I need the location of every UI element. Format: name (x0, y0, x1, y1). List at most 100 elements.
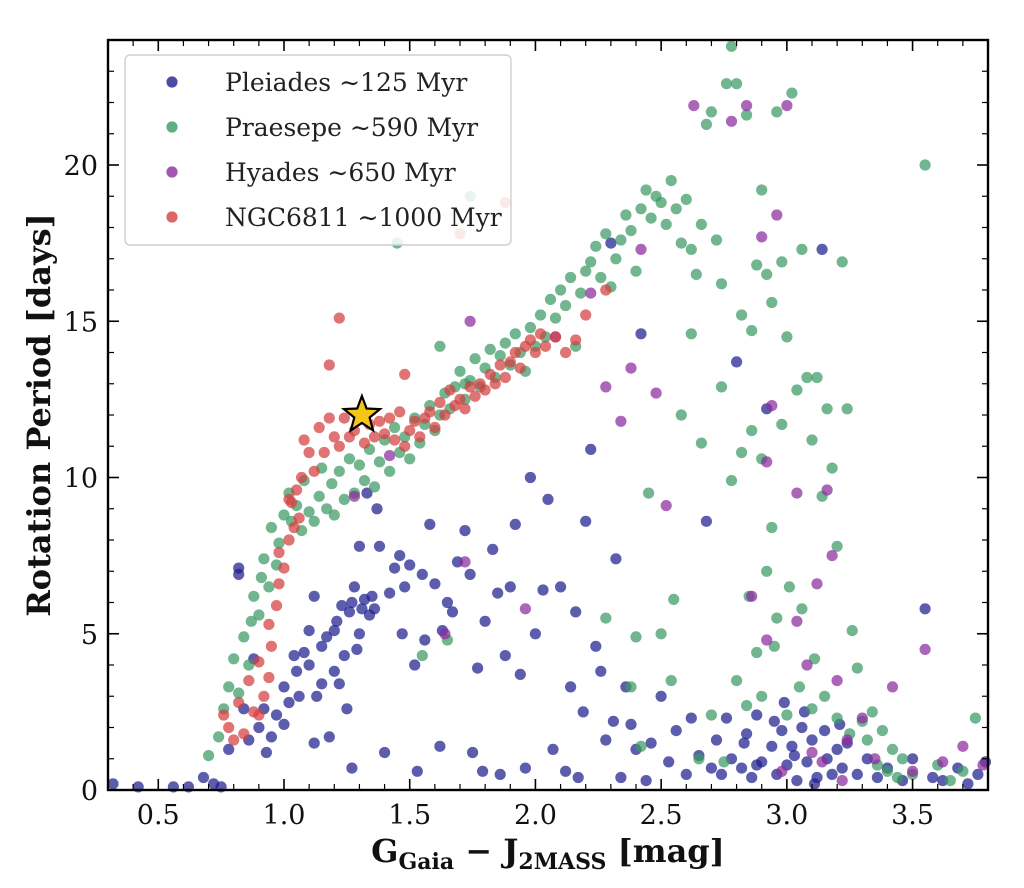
data-point-series-0 (223, 743, 235, 756)
data-point-series-0 (308, 590, 320, 602)
data-point-series-2 (977, 759, 989, 771)
data-point-series-1 (700, 118, 713, 130)
data-point-series-0 (836, 762, 848, 774)
data-point-series-3 (529, 346, 542, 359)
data-point-series-1 (404, 453, 416, 465)
data-point-series-1 (756, 184, 768, 196)
data-point-series-2 (869, 753, 881, 765)
data-point-series-1 (751, 259, 763, 271)
data-point-series-1 (746, 425, 758, 437)
data-point-series-3 (509, 346, 521, 359)
data-point-series-0 (328, 665, 340, 677)
data-point-series-0 (197, 771, 210, 784)
legend-label: Pleiades ∼125 Myr (225, 68, 467, 97)
data-point-series-1 (766, 521, 778, 534)
data-point-series-0 (419, 634, 431, 646)
data-point-series-1 (509, 328, 521, 340)
data-point-series-1 (725, 40, 738, 52)
data-point-series-0 (353, 628, 365, 640)
data-point-series-0 (356, 603, 368, 615)
data-point-series-3 (288, 521, 300, 534)
data-point-series-2 (766, 400, 778, 412)
data-point-series-2 (585, 287, 597, 299)
legend-label: Praesepe ∼590 Myr (225, 113, 478, 142)
data-point-series-3 (373, 415, 386, 427)
data-point-series-2 (741, 100, 753, 112)
data-point-series-2 (439, 628, 451, 640)
data-point-series-1 (665, 675, 677, 687)
data-point-series-2 (826, 550, 838, 562)
data-point-series-0 (705, 762, 718, 774)
data-point-series-1 (751, 646, 763, 659)
data-point-series-0 (570, 606, 582, 618)
data-point-series-0 (645, 737, 657, 749)
data-point-series-1 (690, 268, 702, 280)
data-point-series-0 (265, 731, 277, 743)
data-point-series-2 (811, 578, 823, 590)
data-point-series-1 (670, 203, 682, 215)
data-point-series-1 (610, 253, 622, 265)
data-point-series-1 (213, 731, 225, 743)
data-point-series-2 (856, 712, 868, 724)
data-point-series-3 (238, 728, 250, 740)
data-point-series-1 (781, 709, 793, 721)
data-point-series-3 (218, 709, 230, 721)
data-point-series-1 (761, 268, 773, 280)
data-point-series-0 (519, 762, 532, 774)
data-point-series-0 (590, 640, 602, 652)
y-tick-label: 20 (64, 151, 98, 182)
data-point-series-3 (338, 412, 350, 424)
data-point-series-1 (263, 581, 275, 593)
data-point-series-0 (404, 559, 416, 571)
data-point-series-0 (595, 665, 607, 677)
data-point-series-1 (783, 581, 796, 593)
data-point-series-0 (768, 715, 780, 727)
data-point-series-1 (303, 506, 315, 518)
data-point-series-1 (555, 284, 567, 296)
data-point-series-3 (333, 312, 345, 324)
data-point-series-0 (572, 771, 584, 784)
data-point-series-1 (846, 625, 858, 637)
data-point-series-1 (851, 662, 863, 674)
legend-label: Hyades ∼650 Myr (225, 158, 456, 187)
data-point-series-1 (484, 343, 496, 355)
data-point-series-3 (298, 434, 310, 446)
data-point-series-3 (394, 406, 406, 418)
data-point-series-1 (695, 218, 708, 230)
data-point-series-3 (384, 412, 396, 424)
legend-marker (166, 76, 178, 88)
data-point-series-0 (786, 740, 798, 752)
data-point-series-0 (384, 587, 396, 599)
data-point-series-3 (484, 368, 496, 380)
data-point-series-0 (796, 721, 808, 734)
data-point-series-1 (630, 265, 642, 277)
data-point-series-1 (630, 631, 642, 643)
data-point-series-2 (791, 487, 803, 499)
data-point-series-3 (504, 356, 516, 368)
data-point-series-0 (720, 712, 733, 724)
x-axis-label-minus-j: − J (454, 832, 518, 870)
data-point-series-3 (444, 384, 456, 396)
data-point-series-0 (323, 731, 335, 743)
data-point-series-0 (396, 628, 408, 640)
data-point-series-1 (454, 365, 466, 377)
data-point-series-1 (620, 209, 632, 221)
data-point-series-3 (303, 446, 315, 459)
data-point-series-2 (907, 765, 919, 777)
data-point-series-1 (861, 734, 873, 746)
data-point-series-0 (736, 762, 748, 774)
data-point-series-1 (771, 106, 783, 118)
data-point-series-1 (253, 609, 265, 621)
data-point-series-1 (766, 296, 778, 309)
x-tick-label: 2.5 (640, 800, 683, 831)
data-point-series-0 (308, 737, 320, 749)
y-axis-label: Rotation Period [days] (20, 213, 58, 617)
data-point-series-0 (331, 615, 343, 627)
data-point-series-0 (537, 584, 549, 596)
data-point-series-3 (318, 446, 330, 459)
data-point-series-1 (534, 309, 547, 321)
data-point-series-1 (265, 521, 277, 534)
data-point-series-0 (346, 596, 358, 609)
data-point-series-2 (625, 362, 637, 374)
